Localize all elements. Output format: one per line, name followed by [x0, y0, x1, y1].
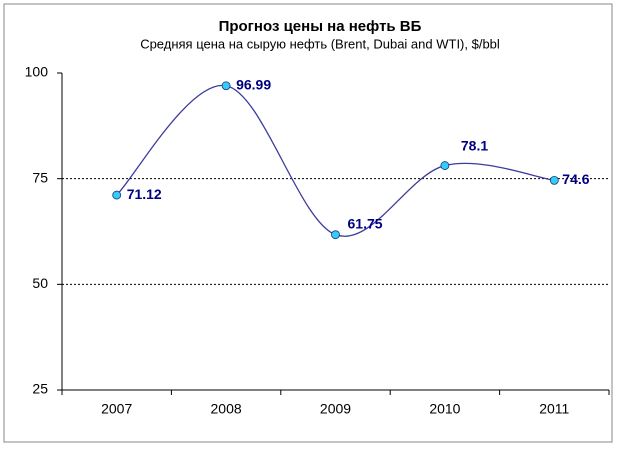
data-label: 78.1	[461, 137, 488, 153]
y-tick-label: 75	[32, 169, 48, 185]
chart-title: Прогноз цены на нефть ВБ	[219, 18, 422, 35]
y-tick-label: 50	[32, 275, 48, 291]
marker	[221, 81, 231, 91]
marker	[112, 190, 122, 200]
data-label: 61.75	[348, 215, 383, 231]
chart-frame	[3, 3, 613, 443]
x-tick-label: 2009	[320, 401, 351, 417]
x-tick-label: 2010	[429, 401, 460, 417]
marker	[440, 161, 450, 170]
series-line	[116, 85, 555, 237]
x-tick-label: 2007	[101, 401, 132, 417]
x-tick-label: 2011	[539, 401, 569, 417]
data-label: 96.99	[236, 76, 271, 92]
data-label: 74.6	[562, 171, 589, 187]
chart-subtitle: Средняя цена на сырую нефть (Brent, Duba…	[140, 36, 500, 51]
y-tick-label: 25	[32, 381, 48, 397]
y-tick-label: 100	[25, 64, 49, 80]
marker	[549, 175, 559, 185]
data-label: 71.12	[127, 186, 162, 202]
marker	[331, 230, 340, 240]
x-tick-label: 2008	[211, 401, 242, 417]
